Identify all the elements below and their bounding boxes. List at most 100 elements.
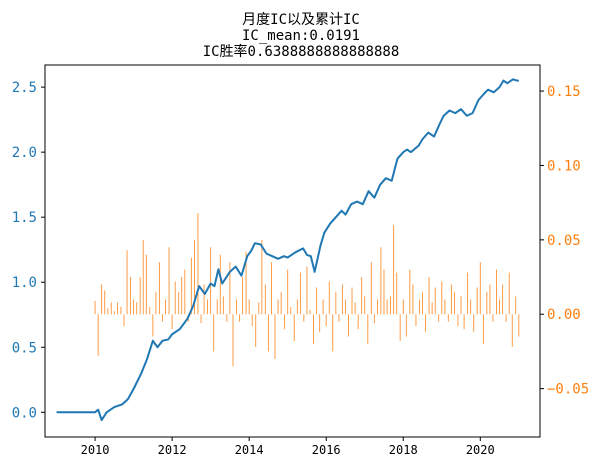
ic-bar bbox=[171, 314, 173, 330]
ic-bar bbox=[287, 269, 289, 315]
ic-bar bbox=[412, 284, 414, 315]
ic-bar bbox=[383, 269, 385, 315]
ic-bar bbox=[255, 314, 257, 347]
ic-bar bbox=[104, 290, 106, 315]
ic-bar bbox=[444, 299, 446, 315]
ic-bar bbox=[130, 277, 131, 315]
ic-bar bbox=[489, 284, 491, 315]
ic-bar bbox=[367, 314, 369, 344]
ic-bar bbox=[190, 257, 192, 315]
ic-bar bbox=[97, 314, 99, 356]
ic-bar bbox=[402, 299, 404, 315]
y-left-tick-label: 2.5 bbox=[12, 80, 37, 96]
ic-bar bbox=[94, 300, 96, 315]
ic-bar bbox=[181, 277, 183, 315]
ic-bar bbox=[133, 299, 135, 315]
ic-bar bbox=[264, 284, 266, 315]
ic-bar bbox=[479, 262, 481, 315]
ic-bar bbox=[203, 284, 205, 315]
ic-bar bbox=[274, 314, 276, 359]
ic-bar bbox=[390, 296, 391, 315]
cumulative-ic-line-layer bbox=[56, 78, 519, 422]
ic-bar bbox=[502, 284, 504, 315]
ic-bar bbox=[168, 247, 170, 315]
ic-bar bbox=[162, 314, 163, 322]
ic-bar bbox=[338, 314, 340, 322]
x-tick-label: 2016 bbox=[312, 443, 341, 457]
x-tick-label: 2010 bbox=[81, 443, 110, 457]
ic-bar bbox=[267, 314, 269, 352]
ic-bar bbox=[470, 299, 472, 315]
y-right-tick-label: 0.05 bbox=[547, 233, 581, 249]
ic-bar bbox=[422, 291, 423, 315]
ic-bar bbox=[463, 314, 465, 330]
ic-bar bbox=[354, 302, 356, 315]
ic-bar bbox=[476, 287, 478, 315]
ic-bar bbox=[361, 277, 363, 315]
chart-axes: 2010 2012 2014 2016 2018 2020 0.0 0.5 1.0 1.5 2.0 2… bbox=[12, 64, 589, 457]
y-left-tick-label: 0.5 bbox=[12, 340, 37, 356]
ic-bar bbox=[345, 299, 346, 315]
ic-bar bbox=[415, 314, 417, 327]
ic-bar bbox=[303, 314, 305, 322]
y-left-tick-label: 1.0 bbox=[12, 275, 37, 291]
ic-bar bbox=[142, 239, 144, 315]
y-left-tick-label: 0.0 bbox=[12, 405, 37, 421]
ic-bar bbox=[438, 314, 440, 322]
x-tick-label: 2020 bbox=[466, 443, 495, 457]
ic-bar bbox=[239, 314, 240, 322]
ic-bar bbox=[313, 314, 314, 344]
ic-bar bbox=[184, 269, 186, 315]
ic-bar bbox=[152, 314, 154, 337]
ic-bar bbox=[210, 247, 212, 315]
ic-bar bbox=[335, 291, 337, 315]
ic-bar bbox=[428, 277, 430, 315]
ic-bar bbox=[126, 250, 128, 315]
ic-bar bbox=[496, 269, 497, 315]
ic-bar bbox=[386, 299, 388, 315]
ic-bar bbox=[248, 299, 250, 315]
ic-bar bbox=[325, 314, 327, 327]
cumulative-ic-line bbox=[56, 78, 519, 422]
ic-bar bbox=[207, 299, 209, 315]
ic-bar bbox=[328, 281, 330, 315]
ic-bar bbox=[376, 299, 378, 315]
ic-bar bbox=[409, 269, 411, 315]
ic-bar bbox=[222, 296, 224, 315]
ic-bar bbox=[393, 224, 395, 315]
ic-bar bbox=[364, 296, 366, 315]
ic-bar bbox=[332, 314, 334, 352]
ic-bar bbox=[232, 314, 234, 367]
ic-bar bbox=[473, 314, 475, 333]
x-tick-label: 2014 bbox=[235, 443, 264, 457]
ic-bar bbox=[110, 302, 112, 315]
ic-bar bbox=[299, 272, 301, 315]
ic-bar bbox=[319, 314, 321, 333]
ic-bar bbox=[460, 296, 462, 315]
ic-bar bbox=[370, 262, 372, 315]
ic-bar bbox=[258, 302, 260, 315]
ic-bar bbox=[373, 314, 375, 324]
ic-bar bbox=[357, 314, 359, 330]
ic-bar bbox=[155, 291, 157, 315]
ic-bar bbox=[405, 314, 407, 337]
ic-bar bbox=[216, 299, 218, 315]
ic-bar bbox=[454, 291, 455, 315]
ic-bar bbox=[107, 308, 109, 315]
ic-bar bbox=[511, 314, 513, 347]
ic-bar bbox=[271, 262, 272, 315]
ic-bar bbox=[447, 314, 449, 322]
ic-bar bbox=[261, 239, 263, 315]
ic-bar bbox=[158, 262, 160, 315]
y-right-tick-label: 0.10 bbox=[547, 158, 581, 174]
ic-bar bbox=[396, 272, 398, 315]
ic-bar bbox=[518, 314, 520, 337]
ic-bar bbox=[120, 306, 122, 315]
ic-bar bbox=[229, 262, 231, 315]
ic-bar bbox=[280, 291, 282, 315]
ic-bar bbox=[251, 314, 253, 327]
y-left-tick-label: 2.0 bbox=[12, 145, 37, 161]
ic-bar bbox=[482, 314, 484, 344]
ic-bar bbox=[113, 311, 115, 315]
y-right-tick-label: 0.15 bbox=[547, 84, 581, 100]
